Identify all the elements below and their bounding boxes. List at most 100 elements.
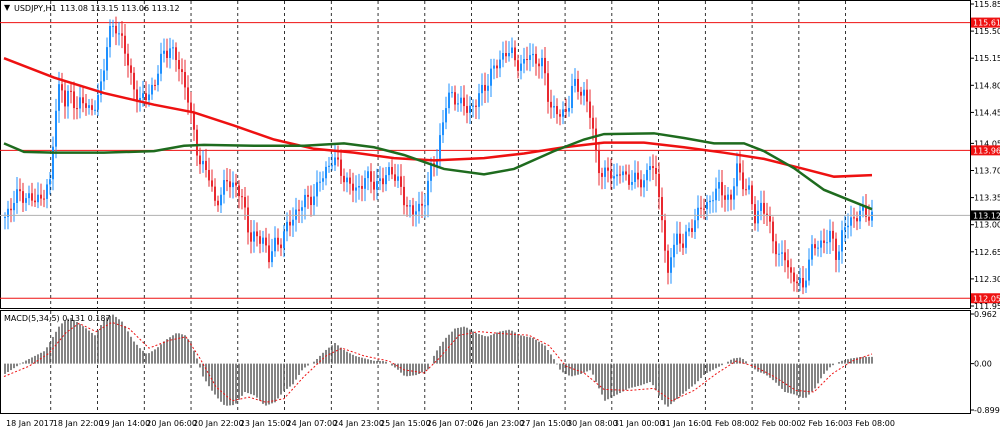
x-tick-label: 31 Jan 16:00 <box>661 419 712 428</box>
candle-body <box>400 176 402 187</box>
candle-body <box>799 277 801 284</box>
candle-body <box>733 186 735 200</box>
candle-body <box>376 181 378 190</box>
candle-body <box>841 230 843 252</box>
candle-body <box>235 182 237 186</box>
candle-body <box>451 92 453 94</box>
candle-body <box>463 97 465 107</box>
x-tick-label: 1 Feb 08:00 <box>707 419 754 428</box>
candle-body <box>595 128 597 151</box>
candle-body <box>583 89 585 96</box>
candle-body <box>73 91 75 109</box>
candle-body <box>358 185 360 188</box>
candle-body <box>586 89 588 102</box>
candle-body <box>154 84 156 86</box>
x-tick-label: 3 Feb 08:00 <box>848 419 895 428</box>
candle-body <box>265 237 267 246</box>
candle-body <box>214 186 216 201</box>
x-tick-label: 2 Feb 00:00 <box>754 419 801 428</box>
x-tick-label: 18 Jan 2017 <box>6 419 54 428</box>
candle-body <box>628 174 630 185</box>
candle-body <box>577 78 579 92</box>
x-tick-label: 20 Jan 22:00 <box>193 419 244 428</box>
y-tick-label: 112.30 <box>974 275 1000 284</box>
candle-body <box>280 244 282 249</box>
candle-body <box>202 160 204 165</box>
macd-axis: 0.962 0.00 -0.899 <box>970 310 1000 415</box>
candle-body <box>439 135 441 160</box>
candle-body <box>169 48 171 58</box>
candle-body <box>718 182 720 189</box>
candle-body <box>658 173 660 198</box>
candle-body <box>307 194 309 197</box>
candle-body <box>13 202 15 211</box>
candle-body <box>871 211 873 221</box>
price-tag-label: 113.12 <box>973 211 1000 220</box>
candle-body <box>646 169 648 181</box>
candle-body <box>55 110 57 147</box>
candle-body <box>493 65 495 69</box>
candle-body <box>709 200 711 203</box>
candle-body <box>601 173 603 177</box>
candle-body <box>64 90 66 107</box>
candle-body <box>772 221 774 242</box>
candle-body <box>553 106 555 108</box>
candle-body <box>208 169 210 181</box>
candle-body <box>739 163 741 173</box>
candle-body <box>379 178 381 182</box>
candle-body <box>304 194 306 208</box>
macd-y-tick-label: 0.962 <box>974 310 997 319</box>
candle-body <box>850 217 852 226</box>
candle-body <box>523 59 525 64</box>
candle-body <box>865 205 867 217</box>
candle-body <box>145 93 147 101</box>
candle-body <box>187 87 189 103</box>
candle-body <box>43 198 45 200</box>
candle-body <box>844 227 846 231</box>
candle-body <box>751 185 753 205</box>
candle-body <box>472 105 474 107</box>
candle-body <box>499 59 501 69</box>
candle-body <box>640 179 642 188</box>
candle-body <box>388 167 390 176</box>
price-tag-label: 115.61 <box>973 19 1000 28</box>
candle-body <box>394 174 396 181</box>
candle-body <box>502 53 504 60</box>
candle-body <box>211 180 213 187</box>
candle-body <box>619 174 621 176</box>
candle-body <box>475 105 477 107</box>
candle-body <box>505 53 507 57</box>
candle-body <box>721 182 723 196</box>
candle-body <box>580 91 582 96</box>
candle-body <box>361 185 363 189</box>
candle-body <box>277 237 279 245</box>
candle-body <box>655 168 657 174</box>
candle-body <box>340 159 342 176</box>
candle-body <box>331 165 333 167</box>
price-tag <box>971 293 1000 304</box>
candle-body <box>40 194 42 199</box>
candle-body <box>199 155 201 165</box>
candle-body <box>760 202 762 211</box>
candle-body <box>793 272 795 282</box>
candle-body <box>832 230 834 239</box>
candle-body <box>100 81 102 95</box>
moving-average-green <box>3 132 873 211</box>
candle-body <box>838 251 840 260</box>
candle-body <box>829 230 831 243</box>
candle-body <box>547 73 549 102</box>
candle-body <box>763 202 765 214</box>
candle-body <box>691 228 693 232</box>
candle-body <box>232 182 234 188</box>
y-tick-label: 115.15 <box>974 54 1000 63</box>
candle-body <box>661 197 663 221</box>
candle-body <box>346 177 348 183</box>
candle-body <box>166 50 168 58</box>
candle-body <box>532 53 534 56</box>
candle-body <box>49 179 51 185</box>
candle-body <box>403 186 405 206</box>
candle-body <box>805 280 807 288</box>
candle-body <box>448 92 450 109</box>
candle-body <box>517 60 519 71</box>
